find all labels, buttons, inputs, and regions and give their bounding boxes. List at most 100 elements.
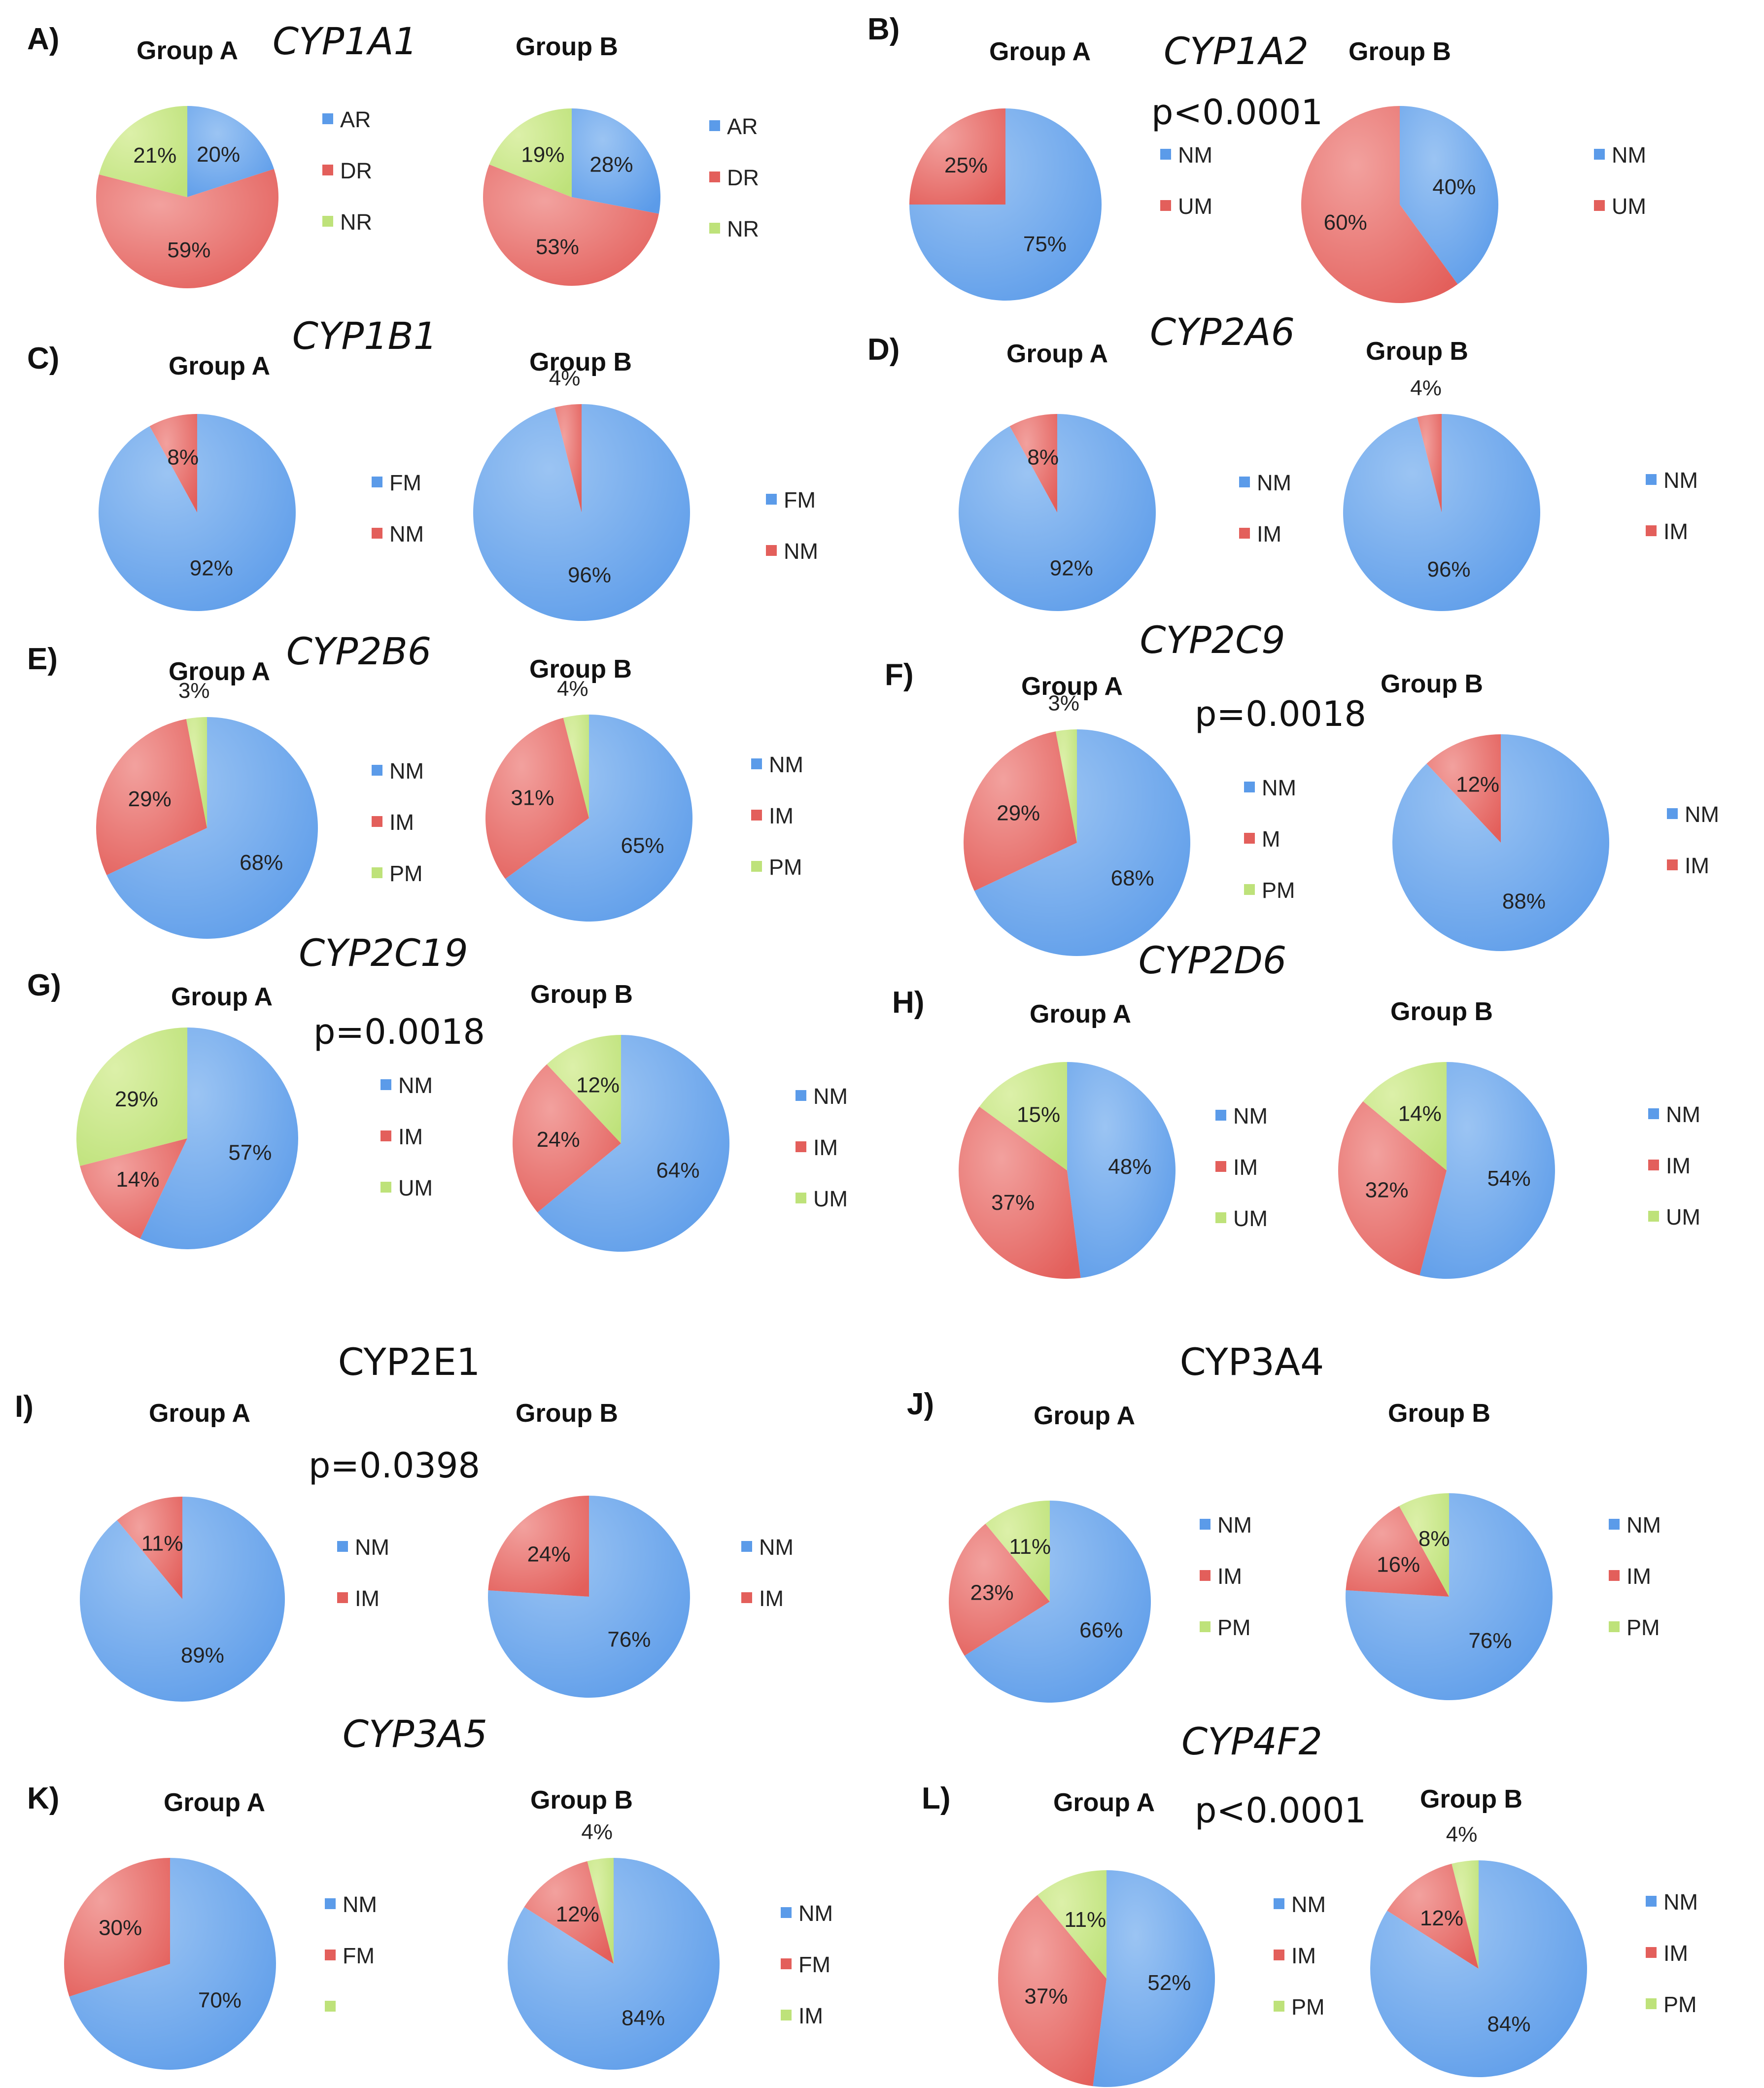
- slice-value-label: 29%: [997, 801, 1040, 825]
- legend-swatch: [1239, 528, 1250, 539]
- slice-value-label: 32%: [1365, 1178, 1409, 1202]
- slice-value-label: 66%: [1079, 1618, 1123, 1642]
- legend-swatch: [380, 1182, 391, 1193]
- legend-swatch: [781, 2010, 792, 2020]
- legend-label: IM: [813, 1135, 838, 1160]
- group-title: Group B: [1390, 997, 1493, 1026]
- pie-group-b: Group B 96% 4% FM NM: [473, 348, 818, 621]
- legend-label: NM: [1626, 1512, 1661, 1538]
- legend-label: IM: [759, 1586, 784, 1611]
- pie-slice-pm: [1037, 1870, 1107, 1979]
- panel-label: B): [867, 12, 899, 46]
- slice-value-label: 4%: [549, 366, 581, 390]
- pie-slice-nm: [537, 1035, 729, 1252]
- legend-swatch: [337, 1541, 348, 1552]
- legend-label: FM: [784, 487, 816, 513]
- pie-group-b: Group B 76% 24% NM IM: [488, 1399, 794, 1698]
- legend-label: FM: [389, 470, 421, 495]
- legend-swatch: [1646, 1947, 1657, 1958]
- legend-swatch: [766, 545, 777, 556]
- legend-swatch: [372, 867, 382, 878]
- legend-label: PM: [769, 855, 802, 880]
- slice-value-label: 8%: [1027, 445, 1059, 470]
- legend-swatch: [1648, 1160, 1659, 1170]
- slice-value-label: 12%: [576, 1073, 620, 1097]
- legend-swatch: [741, 1541, 752, 1552]
- pie-group-a: Group A 92% 8% FM NM: [99, 352, 424, 611]
- group-title: Group A: [1030, 1000, 1131, 1028]
- pie-slice-ar: [572, 108, 660, 214]
- legend-swatch: [1239, 477, 1250, 487]
- legend-swatch: [709, 171, 720, 182]
- pie-slice-m: [964, 731, 1077, 891]
- slice-value-label: 96%: [568, 563, 611, 587]
- slice-value-label: 29%: [128, 787, 172, 811]
- slice-value-label: 84%: [622, 2006, 665, 2030]
- legend-label: NM: [1663, 468, 1698, 493]
- pie-slice-nm: [1419, 1062, 1555, 1279]
- legend-swatch: [1646, 525, 1657, 536]
- pie-group-b: Group B 84% 12% 4% NM IM PM: [1370, 1785, 1698, 2078]
- legend-swatch: [1215, 1161, 1226, 1172]
- pie-slice-nm: [1370, 1860, 1588, 2078]
- legend-label: IM: [1257, 521, 1281, 547]
- pie-slice-nr: [99, 106, 187, 197]
- slice-value-label: 12%: [1420, 1906, 1463, 1930]
- pie-slice-um: [547, 1035, 621, 1143]
- legend-swatch: [372, 477, 382, 487]
- legend-label: NM: [355, 1535, 389, 1560]
- slice-value-label: 54%: [1487, 1166, 1531, 1191]
- pie-group-b: Group B 88% 12% NM IM: [1381, 670, 1719, 952]
- pie-slice-pm: [186, 717, 207, 828]
- pie-slice-pm: [1055, 729, 1077, 843]
- panel-label: F): [885, 658, 914, 692]
- pie-slice-im: [959, 1106, 1081, 1279]
- legend-swatch: [325, 1898, 336, 1909]
- pie-slice-um: [1363, 1062, 1447, 1170]
- pie-group-a: Group A 57% 14% 29% NM IM UM: [76, 983, 433, 1249]
- legend-swatch: [709, 120, 720, 131]
- legend-label: IM: [1666, 1153, 1691, 1178]
- slice-value-label: 24%: [537, 1128, 580, 1152]
- slice-value-label: 53%: [536, 235, 579, 259]
- group-title: Group A: [164, 1788, 265, 1817]
- legend-label: FM: [798, 1952, 830, 1977]
- pie-group-a: Group A 70% 30% NM FM: [64, 1788, 377, 2070]
- legend-swatch: [380, 1079, 391, 1090]
- pie-group-a: Group A 68% 29% 3% NM IM PM: [96, 657, 424, 939]
- legend-label: PM: [1217, 1615, 1251, 1640]
- gene-title: CYP3A5: [343, 1712, 487, 1756]
- legend-label: IM: [355, 1586, 380, 1611]
- legend-label: PM: [389, 861, 423, 886]
- legend-label: UM: [813, 1186, 848, 1211]
- legend-label: IM: [1291, 1943, 1316, 1968]
- slice-value-label: 60%: [1324, 210, 1367, 235]
- group-title: Group B: [1381, 670, 1483, 698]
- legend-label: NM: [389, 758, 424, 784]
- pie-group-b: Group B 84% 12% 4% NM FM IM: [507, 1786, 833, 2070]
- p-value: p=0.0018: [313, 1012, 485, 1052]
- slice-value-label: 11%: [141, 1531, 183, 1555]
- group-title: Group B: [1388, 1399, 1490, 1428]
- legend-label: IM: [1626, 1564, 1651, 1589]
- legend-swatch: [751, 861, 762, 872]
- legend-label: NM: [1666, 1102, 1700, 1127]
- legend-swatch: [1274, 2001, 1284, 2012]
- group-title: Group A: [171, 983, 273, 1011]
- panel-label: L): [922, 1781, 951, 1815]
- pie-group-a: Group A 75% 25% NM UM: [909, 37, 1212, 301]
- slice-value-label: 4%: [581, 1820, 613, 1844]
- slice-value-label: 31%: [511, 786, 554, 810]
- legend-swatch: [1160, 149, 1171, 160]
- gene-title: CYP2A6: [1150, 310, 1295, 354]
- legend-swatch: [1646, 1998, 1657, 2009]
- legend-swatch: [1648, 1108, 1659, 1119]
- legend-swatch: [796, 1141, 806, 1152]
- slice-value-label: 14%: [1398, 1102, 1442, 1126]
- group-title: Group A: [149, 1399, 250, 1428]
- panel-label: H): [892, 986, 924, 1020]
- gene-title: CYP2D6: [1139, 938, 1287, 982]
